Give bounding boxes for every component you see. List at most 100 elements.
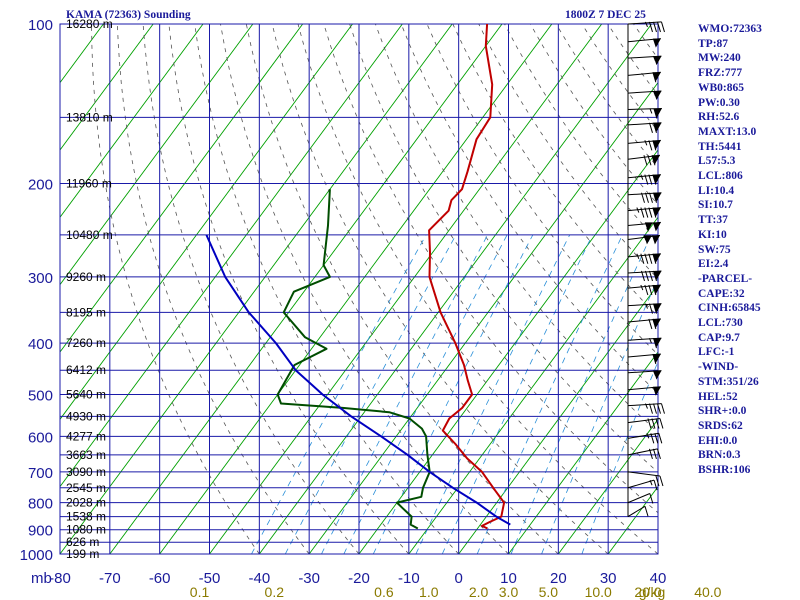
wind-barb-flag: [653, 108, 658, 119]
temperature-tick-label: -60: [149, 570, 171, 587]
wind-barb-halfflag: [636, 207, 640, 213]
wind-barb-flag: [651, 418, 656, 429]
wind-barb-flag: [661, 21, 665, 33]
isotherm-line: [60, 24, 204, 219]
temperature-tick-label: -10: [398, 570, 420, 587]
wind-barb: [627, 303, 662, 314]
wind-barb: [627, 448, 661, 460]
stat-line: CAPE:32: [698, 287, 745, 300]
wind-barb-halfflag: [649, 337, 652, 344]
wind-barb-pennant: [652, 318, 661, 328]
wind-barb-shaft: [627, 479, 655, 489]
wind-barb-pennant: [652, 353, 661, 363]
wind-barb-shaft: [627, 403, 662, 407]
height-label: 4930 m: [66, 409, 106, 423]
pressure-tick-label: 300: [28, 270, 53, 287]
wind-barb-flag: [649, 21, 653, 33]
wind-barb-pennant: [652, 140, 661, 150]
height-label: 5640 m: [66, 387, 106, 401]
wind-barb-flag: [657, 403, 661, 414]
wind-barb: [627, 337, 662, 349]
wind-barb-pennant: [653, 91, 662, 101]
height-label: 4277 m: [66, 429, 106, 443]
wind-barb: [627, 386, 661, 396]
wind-barb-flag: [648, 207, 653, 218]
wind-barb-flag: [658, 433, 663, 444]
temperature-tick-label: 0: [454, 570, 462, 587]
wind-barb-flag: [644, 284, 649, 296]
stat-line: MW:240: [698, 52, 741, 65]
dewpoint-trace: [276, 189, 431, 530]
wind-barb: [627, 370, 662, 380]
wind-barb-pennant: [653, 370, 662, 380]
temperature-tick-label: -80: [49, 570, 71, 587]
temperature-tick-label: 20: [550, 570, 567, 587]
temperature-tick-label: 30: [600, 570, 617, 587]
mixing-ratio-label: 10.0: [585, 584, 612, 600]
stat-line: LFC:-1: [698, 346, 735, 359]
stat-line: HEL:52: [698, 390, 738, 403]
isotherm-line: [60, 24, 453, 554]
wind-barb: [627, 353, 661, 365]
isotherm-line: [358, 149, 658, 554]
wind-barb-flag: [652, 140, 657, 151]
wind-barb-flag: [644, 506, 649, 517]
mixing-ratio-line: [415, 234, 571, 554]
mixing-ratio-line: [372, 234, 534, 554]
wind-barb-flag: [643, 155, 648, 166]
wind-barb-pennant: [652, 222, 661, 232]
stat-line: BRN:0.3: [698, 449, 741, 462]
wind-barb-flag: [657, 21, 661, 33]
temperature-tick-label: 40: [650, 570, 667, 587]
height-label: 1538 m: [66, 510, 106, 524]
wind-barb-halfflag: [649, 479, 653, 486]
stat-line: TT:37: [698, 214, 728, 227]
height-label: 13810 m: [66, 110, 113, 124]
mixing-ratio-line: [321, 234, 488, 554]
wind-barb: [627, 270, 662, 282]
wind-barb-flag: [653, 21, 657, 33]
wind-barb: [627, 55, 662, 66]
stat-line: SI:10.7: [698, 199, 733, 212]
wind-barb-shaft: [627, 471, 661, 477]
wind-barb-pennant: [652, 72, 661, 82]
isotherm-line: [258, 24, 652, 554]
wind-barb-flag: [644, 207, 649, 218]
mixing-ratio-label: 0.1: [190, 584, 210, 600]
wind-barb-flag: [640, 207, 645, 218]
pressure-tick-label: 100: [28, 17, 53, 34]
wind-barb: [627, 192, 662, 203]
wind-barb-pennant: [643, 235, 652, 245]
isotherm-line: [60, 24, 353, 421]
stat-line: KI:10: [698, 228, 727, 241]
wind-barb-flag: [641, 270, 645, 282]
wind-barb-pennant: [653, 122, 662, 132]
height-label: 9260 m: [66, 270, 106, 284]
height-label: 3663 m: [66, 448, 106, 462]
mixing-ratio-label: 5.0: [539, 584, 559, 600]
wind-barb: [627, 174, 661, 185]
wind-barb-flag: [653, 192, 657, 203]
wind-barb: [627, 234, 661, 245]
wind-barb-flag: [652, 174, 657, 185]
wind-barb-flag: [656, 448, 661, 460]
wind-barb: [627, 154, 661, 166]
mixing-ratio-line: [476, 234, 623, 554]
wind-barb-pennant: [652, 386, 661, 396]
mixing-ratio-label: 2.0: [469, 584, 489, 600]
pressure-tick-label: 200: [28, 177, 53, 194]
mixing-ratio-label: 0.6: [374, 584, 394, 600]
wind-barb-flag: [653, 403, 657, 414]
valid-time: 1800Z 7 DEC 25: [565, 9, 646, 21]
stat-line: CAP:9.7: [698, 331, 740, 344]
isotherm-line: [109, 24, 503, 554]
wind-barb-halfflag: [645, 403, 648, 409]
height-label: 11960 m: [66, 177, 112, 191]
wind-barb-pennant: [652, 174, 661, 184]
stat-line: TH:5441: [698, 140, 742, 153]
wind-barb-pennant: [653, 303, 662, 313]
wind-barb-flag: [649, 403, 653, 414]
pressure-tick-label: 700: [28, 465, 53, 482]
dry-adiabat: [297, 24, 658, 554]
wind-barb: [627, 139, 661, 151]
